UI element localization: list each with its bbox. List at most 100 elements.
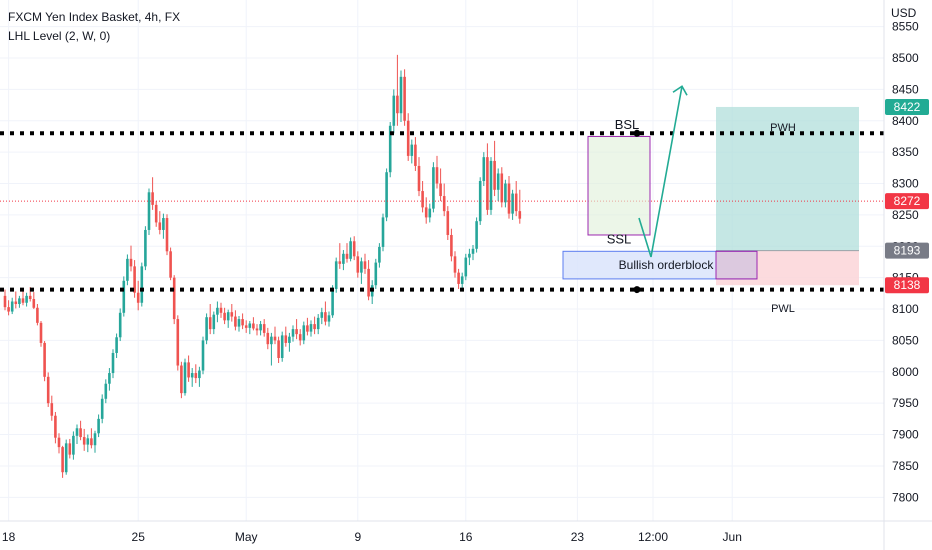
candle-body: [61, 447, 64, 473]
candle-body: [428, 208, 432, 218]
candle-body: [248, 323, 252, 328]
candle-body: [388, 125, 392, 173]
candle-body: [262, 324, 266, 333]
time-tick-label: Jun: [723, 530, 742, 544]
time-tick-label: 12:00: [638, 530, 668, 544]
candle-body: [363, 261, 367, 269]
candle-body: [108, 373, 111, 384]
candle-body: [277, 340, 280, 358]
price-badge-label: 8138: [894, 278, 921, 292]
candle-body: [79, 428, 82, 438]
price-tick-label: 8050: [892, 333, 919, 347]
projection-arrowhead: [672, 85, 688, 96]
candle-body: [338, 261, 342, 264]
time-tick-label: 9: [354, 530, 361, 544]
chart-zones: [716, 106, 859, 286]
candle-body: [518, 211, 522, 219]
candle-body: [201, 340, 205, 371]
candle-body: [43, 342, 46, 377]
price-tick-label: 8250: [892, 208, 919, 222]
price-badge: [885, 242, 929, 259]
ssl-label: SSL: [607, 232, 632, 247]
candle-body: [457, 272, 460, 284]
candle-body: [190, 373, 194, 378]
candle-body: [396, 95, 399, 114]
pwh-label: PWH: [770, 122, 796, 134]
candle-body: [169, 251, 172, 278]
candle-body: [514, 193, 518, 212]
candle-body: [284, 335, 288, 343]
price-badge-label: 8193: [894, 244, 921, 258]
candle-body: [302, 325, 306, 341]
time-tick-label: 23: [571, 530, 585, 544]
candle-body: [111, 352, 115, 374]
candle-body: [234, 316, 237, 327]
candle-body: [241, 319, 244, 326]
candle-body: [32, 298, 36, 308]
drawing-annotations: BSL SSL Bullish orderblock PWH PWL: [562, 85, 796, 315]
orderblock-label: Bullish orderblock: [619, 258, 715, 272]
candle-body: [320, 312, 324, 318]
candle-body: [464, 257, 468, 277]
candle-body: [187, 362, 190, 378]
candle-body: [162, 218, 165, 230]
candle-body: [399, 76, 403, 114]
price-axis[interactable]: 7800785079007950800080508100815082008250…: [883, 0, 929, 550]
target-zone: [716, 106, 859, 251]
candle-body: [165, 218, 169, 252]
candle-body: [230, 312, 234, 317]
orderblock-overlap: [715, 250, 758, 280]
time-tick-label: 25: [132, 530, 146, 544]
candle-body: [446, 211, 450, 235]
candle-body: [136, 292, 140, 303]
candle-body: [93, 433, 97, 446]
candle-body: [223, 312, 226, 321]
candle-body: [450, 234, 453, 257]
candle-body: [140, 266, 144, 303]
price-tick-label: 7850: [892, 459, 919, 473]
candle-body: [244, 325, 248, 328]
candle-body: [352, 241, 356, 257]
candle-body: [21, 298, 25, 303]
candle-body: [381, 217, 385, 247]
candle-body: [421, 191, 424, 208]
candle-body: [410, 144, 414, 156]
candle-body: [226, 312, 230, 321]
price-tick-label: 8350: [892, 145, 919, 159]
time-axis[interactable]: 18 25 May 9 16 23 12:00 Jun: [0, 520, 932, 544]
candle-body: [288, 336, 291, 343]
candle-body: [90, 438, 93, 446]
candle-body: [496, 173, 500, 190]
level-lines: [0, 131, 884, 292]
candle-body: [266, 332, 270, 345]
price-badge: [885, 277, 929, 294]
candle-body: [68, 443, 72, 455]
candle-body: [345, 253, 349, 259]
candle-body: [183, 362, 187, 394]
candle-body: [18, 298, 21, 305]
candle-body: [280, 335, 284, 358]
price-badge-label: 8422: [894, 100, 921, 114]
candle-body: [82, 437, 86, 445]
candle-body: [392, 95, 396, 126]
candle-body: [64, 443, 68, 473]
candle-body: [50, 403, 54, 416]
candle-body: [475, 221, 478, 249]
candle-body: [511, 193, 514, 214]
candle-body: [147, 192, 151, 230]
candle-body: [144, 229, 147, 267]
candle-body: [198, 370, 201, 379]
candle-body: [72, 435, 75, 455]
candle-body: [313, 324, 316, 330]
candle-body: [25, 295, 28, 303]
symbol-title[interactable]: FXCM Yen Index Basket, 4h, FX: [8, 10, 181, 24]
candle-body: [442, 196, 446, 212]
indicator-label[interactable]: LHL Level (2, W, 0): [8, 29, 111, 43]
candle-body: [306, 325, 309, 332]
candle-body: [385, 172, 388, 218]
bsl-label: BSL: [615, 117, 640, 132]
candle-body: [151, 192, 154, 205]
candle-body: [158, 222, 162, 230]
pwl-marker: [633, 286, 641, 294]
